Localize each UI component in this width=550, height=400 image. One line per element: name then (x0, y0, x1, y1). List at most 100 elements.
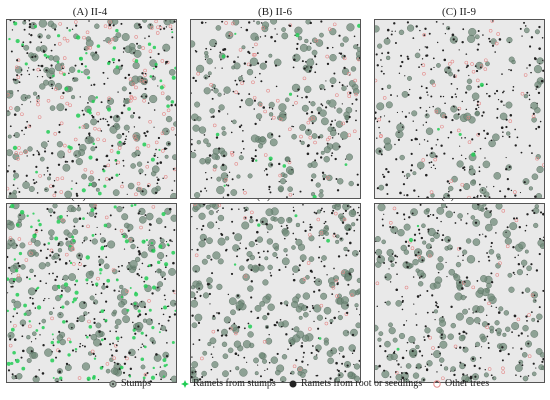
other-tree-point (278, 173, 282, 178)
root-ramet-point (17, 187, 19, 189)
other-tree-point (311, 116, 315, 121)
root-ramet-point (256, 52, 259, 55)
root-ramet-point (274, 28, 276, 30)
other-tree-point (111, 268, 116, 272)
plot-panel-c (374, 19, 545, 199)
other-tree-point (147, 299, 151, 303)
stump-point (316, 209, 322, 214)
root-ramet-point (394, 232, 397, 234)
root-ramet-point (538, 25, 541, 29)
root-ramet-point (217, 109, 220, 112)
root-ramet-point (345, 232, 349, 235)
stump-point (348, 80, 356, 87)
root-ramet-point (46, 207, 49, 211)
root-ramet-point (36, 192, 39, 194)
root-ramet-point (25, 174, 28, 177)
root-ramet-point (330, 322, 333, 325)
stump-point (196, 64, 205, 73)
other-tree-point (134, 137, 138, 142)
ramet-point (62, 73, 66, 76)
other-tree-point (490, 20, 495, 23)
root-ramet-point (290, 344, 293, 347)
root-ramet-point (315, 212, 318, 215)
legend-item-ramets: Ramets from stumps (180, 378, 276, 389)
root-ramet-point (295, 238, 297, 240)
root-ramet-point (21, 103, 23, 106)
stump-point (62, 163, 71, 172)
root-ramet-point (488, 37, 491, 40)
root-ramet-point (54, 191, 57, 194)
stump-point (301, 104, 309, 112)
stump-point (482, 204, 487, 207)
stump-point (139, 188, 148, 196)
other-tree-point (24, 258, 29, 262)
root-ramet-point (542, 289, 544, 292)
stump-point (505, 326, 511, 332)
root-ramet-point (516, 136, 519, 139)
root-ramet-point (466, 64, 469, 67)
root-ramet-point (413, 189, 416, 192)
ramet-point (171, 250, 176, 255)
root-ramet-point (129, 367, 133, 371)
root-ramet-point (267, 231, 269, 233)
stump-point (350, 66, 357, 72)
root-ramet-point (479, 147, 482, 150)
root-ramet-point (276, 33, 278, 35)
stump-point (323, 306, 332, 315)
ramet-point (282, 164, 287, 168)
root-ramet-point (230, 272, 234, 276)
root-ramet-point (54, 260, 57, 264)
root-ramet-point (163, 49, 166, 52)
root-ramet-point (270, 274, 273, 277)
root-ramet-point (304, 229, 307, 233)
stump-point (160, 325, 167, 331)
root-ramet-point (465, 276, 469, 279)
other-tree-point (250, 210, 254, 215)
other-tree-point (251, 80, 255, 85)
ramet-point (88, 182, 92, 187)
other-tree-point (65, 101, 69, 106)
other-tree-point (58, 22, 62, 26)
ramet-point (221, 54, 226, 59)
other-tree-point (516, 317, 521, 322)
stump-point (390, 353, 398, 361)
root-ramet-point (336, 189, 340, 192)
root-ramet-point (289, 342, 292, 345)
root-ramet-point (105, 285, 109, 289)
stump-point (488, 139, 496, 148)
root-ramet-point (430, 152, 433, 155)
root-ramet-point (310, 110, 314, 114)
root-ramet-point (293, 58, 296, 62)
root-ramet-point (418, 350, 422, 353)
root-ramet-point (163, 294, 166, 297)
root-ramet-point (254, 149, 257, 152)
root-ramet-point (487, 322, 490, 326)
other-tree-point (467, 195, 471, 198)
root-ramet-point (320, 20, 323, 23)
stump-point (9, 90, 14, 95)
stump-point (335, 239, 340, 244)
root-ramet-point (139, 172, 142, 175)
ramet-point (24, 62, 28, 66)
root-ramet-point (320, 103, 323, 106)
ramet-point (99, 267, 103, 272)
ramet-point (312, 194, 317, 198)
root-ramet-point (440, 333, 443, 336)
root-ramet-point (200, 228, 203, 231)
stump-point (417, 161, 425, 170)
root-ramet-point (415, 25, 418, 28)
stump-point (39, 83, 46, 90)
root-ramet-point (123, 104, 126, 107)
ramet-point (107, 61, 111, 66)
root-ramet-point (453, 106, 455, 108)
root-ramet-point (109, 115, 113, 119)
root-ramet-point (425, 154, 428, 157)
other-tree-point (341, 121, 345, 126)
root-ramet-point (375, 53, 378, 56)
other-tree-point (234, 90, 238, 95)
other-tree-point (288, 192, 293, 197)
ramet-point (151, 326, 155, 330)
stump-point (88, 211, 95, 217)
other-tree-point (432, 83, 436, 87)
root-ramet-point (225, 334, 228, 337)
